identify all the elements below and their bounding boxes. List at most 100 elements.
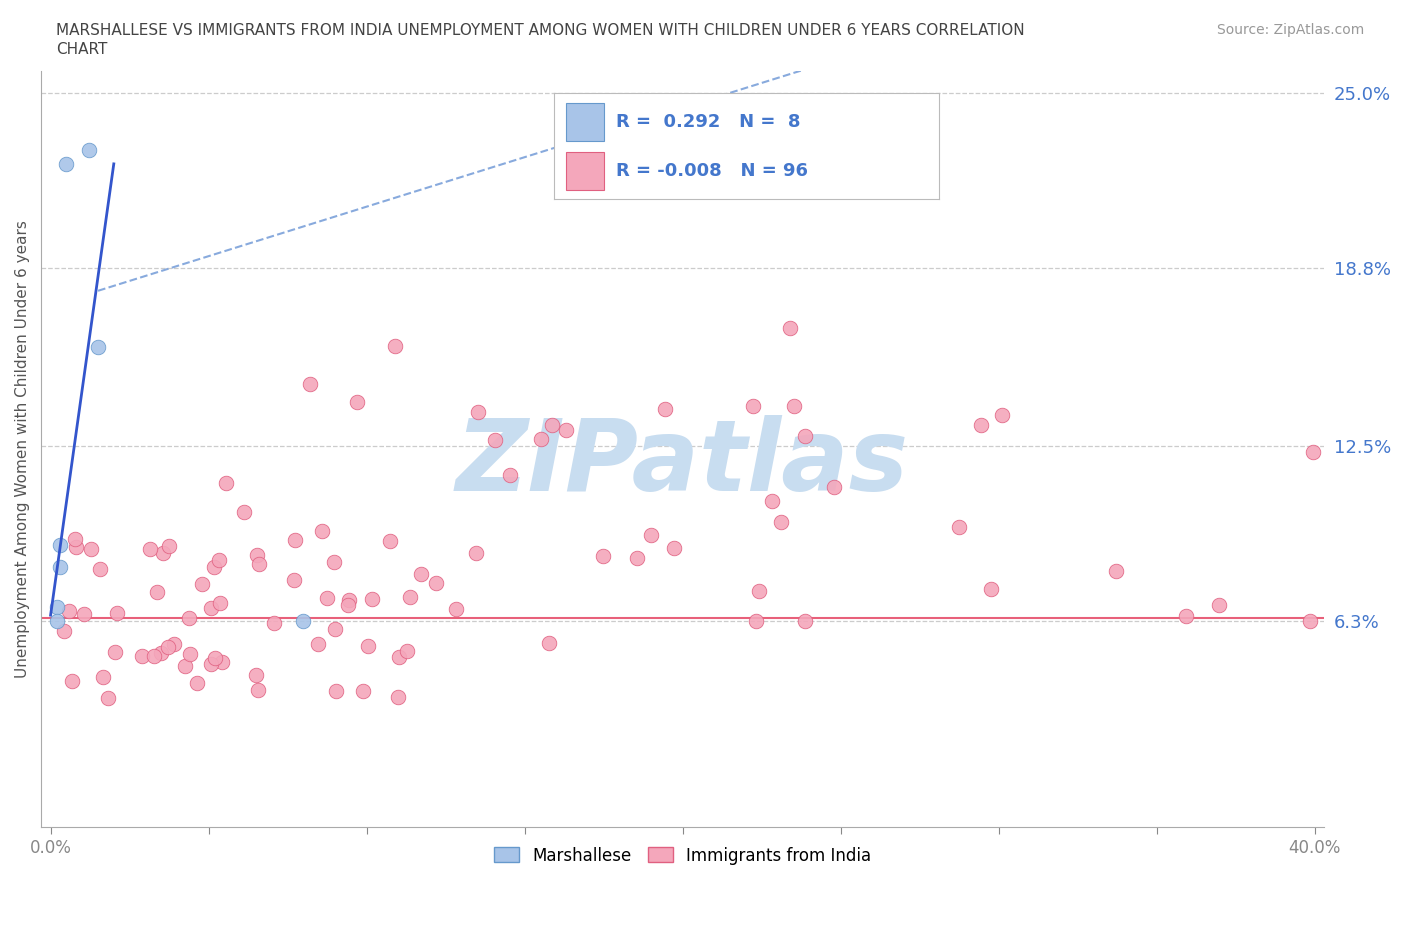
Point	[464, 545, 486, 560]
Point	[361, 591, 384, 606]
Point	[60, 673, 83, 688]
Point	[325, 684, 347, 698]
Point	[58, 604, 80, 618]
Point	[325, 621, 347, 636]
Point	[395, 644, 418, 658]
Point	[246, 683, 269, 698]
Point	[97, 690, 120, 705]
Point	[346, 394, 368, 409]
Point	[745, 614, 768, 629]
Text: CHART: CHART	[56, 42, 108, 57]
Point	[742, 399, 765, 414]
Point	[761, 494, 783, 509]
Point	[200, 601, 222, 616]
Point	[592, 548, 614, 563]
Point	[1175, 609, 1198, 624]
Point	[246, 547, 269, 562]
Text: Source: ZipAtlas.com: Source: ZipAtlas.com	[1216, 23, 1364, 37]
Point	[292, 614, 315, 629]
Point	[378, 534, 401, 549]
Point	[793, 613, 815, 628]
Point	[357, 638, 380, 653]
Point	[823, 480, 845, 495]
Point	[298, 377, 321, 392]
Point	[186, 675, 208, 690]
Point	[80, 541, 103, 556]
Point	[45, 599, 67, 614]
Point	[980, 582, 1002, 597]
Point	[163, 637, 186, 652]
Point	[247, 556, 270, 571]
Point	[770, 514, 793, 529]
Point	[179, 646, 201, 661]
Point	[1302, 445, 1324, 459]
Point	[1105, 564, 1128, 578]
Point	[425, 576, 447, 591]
Point	[540, 418, 562, 432]
Point	[157, 538, 180, 553]
Point	[970, 418, 993, 432]
Point	[499, 467, 522, 482]
Point	[654, 402, 676, 417]
Point	[316, 591, 339, 605]
Point	[339, 592, 361, 607]
Point	[77, 142, 100, 157]
Point	[263, 616, 285, 631]
Point	[283, 572, 305, 587]
Point	[49, 560, 72, 575]
Point	[104, 644, 127, 659]
Point	[63, 532, 86, 547]
Point	[284, 533, 307, 548]
Point	[467, 404, 489, 418]
Text: ZIPatlas: ZIPatlas	[456, 416, 910, 512]
Point	[204, 650, 226, 665]
Point	[307, 636, 329, 651]
Point	[73, 606, 96, 621]
Y-axis label: Unemployment Among Women with Children Under 6 years: Unemployment Among Women with Children U…	[15, 219, 30, 678]
Point	[779, 321, 801, 336]
Point	[233, 504, 256, 519]
Point	[150, 645, 173, 660]
Point	[245, 668, 267, 683]
Point	[1208, 597, 1230, 612]
Point	[530, 432, 553, 446]
Point	[93, 670, 115, 684]
Point	[89, 562, 111, 577]
Point	[143, 648, 166, 663]
Point	[384, 339, 406, 354]
Point	[152, 546, 174, 561]
Point	[948, 520, 970, 535]
Point	[783, 399, 806, 414]
Point	[640, 527, 662, 542]
Point	[311, 524, 333, 538]
Point	[215, 475, 238, 490]
Point	[156, 640, 179, 655]
Point	[748, 583, 770, 598]
Point	[484, 432, 506, 447]
Legend: Marshallese, Immigrants from India: Marshallese, Immigrants from India	[486, 840, 879, 871]
Point	[444, 602, 467, 617]
Point	[87, 339, 110, 354]
Point	[131, 649, 153, 664]
Point	[398, 590, 420, 604]
Point	[1299, 614, 1322, 629]
Point	[208, 595, 231, 610]
Point	[662, 540, 685, 555]
Point	[139, 541, 162, 556]
Point	[352, 684, 374, 698]
Point	[991, 407, 1014, 422]
Point	[53, 624, 76, 639]
Point	[208, 552, 231, 567]
Point	[200, 657, 222, 671]
Point	[177, 611, 200, 626]
Point	[65, 539, 87, 554]
Point	[793, 429, 815, 444]
Text: MARSHALLESE VS IMMIGRANTS FROM INDIA UNEMPLOYMENT AMONG WOMEN WITH CHILDREN UNDE: MARSHALLESE VS IMMIGRANTS FROM INDIA UNE…	[56, 23, 1025, 38]
Point	[191, 577, 214, 591]
Point	[105, 605, 128, 620]
Point	[555, 422, 578, 437]
Point	[45, 614, 67, 629]
Point	[537, 635, 560, 650]
Point	[336, 597, 359, 612]
Point	[388, 649, 411, 664]
